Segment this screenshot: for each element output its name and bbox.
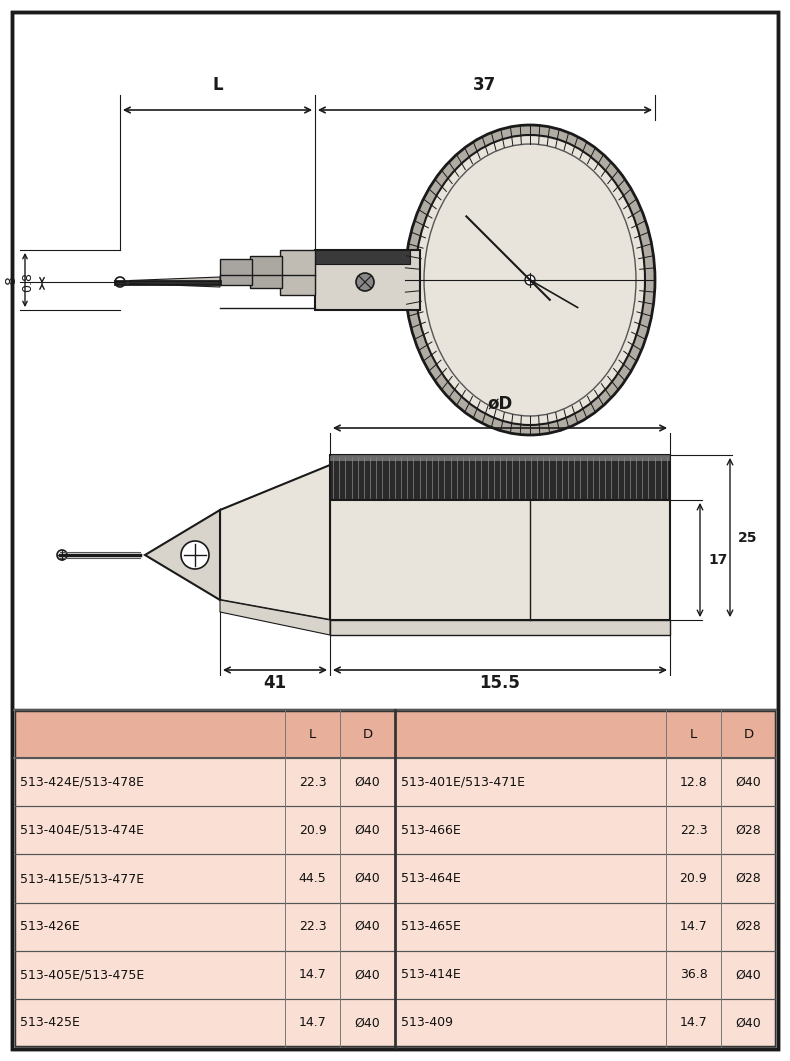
Text: 14.7: 14.7	[679, 1016, 707, 1029]
Text: 513-425E: 513-425E	[20, 1016, 80, 1029]
Text: 513-409: 513-409	[401, 1016, 453, 1029]
Bar	[14, 710, 776, 1047]
Text: Ø40: Ø40	[735, 969, 762, 981]
Bar	[330, 620, 670, 634]
Text: 513-414E: 513-414E	[401, 969, 461, 981]
Polygon shape	[130, 277, 220, 286]
Text: Ø40: Ø40	[355, 920, 380, 933]
Text: Ø40: Ø40	[355, 969, 380, 981]
Text: 513-405E/513-475E: 513-405E/513-475E	[20, 969, 145, 981]
Text: Ø40: Ø40	[355, 823, 380, 837]
Bar	[14, 759, 395, 806]
Text: 14.7: 14.7	[299, 1016, 326, 1029]
Text: 44.5: 44.5	[299, 872, 326, 885]
Text: Ø40: Ø40	[735, 776, 762, 788]
Text: 513-415E/513-477E: 513-415E/513-477E	[20, 872, 144, 885]
Text: Ø40: Ø40	[355, 776, 380, 788]
Bar	[315, 250, 420, 310]
Text: 22.3: 22.3	[679, 823, 707, 837]
Text: 17: 17	[708, 553, 728, 567]
Text: 8: 8	[4, 276, 18, 284]
Text: 0.8: 0.8	[21, 272, 35, 292]
Bar	[250, 256, 282, 288]
Bar	[14, 854, 395, 903]
Bar	[14, 903, 395, 951]
Bar	[395, 951, 776, 998]
Text: 513-401E/513-471E: 513-401E/513-471E	[401, 776, 525, 788]
Text: Ø40: Ø40	[355, 872, 380, 885]
Text: 36.8: 36.8	[679, 969, 707, 981]
Text: 20.9: 20.9	[679, 872, 707, 885]
Text: 513-465E: 513-465E	[401, 920, 461, 933]
Text: 513-426E: 513-426E	[20, 920, 80, 933]
Text: Ø28: Ø28	[735, 920, 762, 933]
Text: 37: 37	[473, 76, 497, 94]
Text: 15.5: 15.5	[480, 674, 521, 692]
Text: 22.3: 22.3	[299, 920, 326, 933]
Text: 20.9: 20.9	[299, 823, 326, 837]
Bar	[330, 500, 670, 620]
Ellipse shape	[405, 125, 655, 435]
Text: L: L	[690, 728, 697, 741]
Text: Ø28: Ø28	[735, 823, 762, 837]
Text: L: L	[309, 728, 316, 741]
Text: 513-424E/513-478E: 513-424E/513-478E	[20, 776, 144, 788]
Bar	[395, 998, 776, 1047]
Text: 513-404E/513-474E: 513-404E/513-474E	[20, 823, 144, 837]
Text: 12.8: 12.8	[679, 776, 707, 788]
Text: 14.7: 14.7	[679, 920, 707, 933]
Text: D: D	[743, 728, 754, 741]
Bar	[395, 903, 776, 951]
Text: øD: øD	[487, 394, 513, 412]
Text: Ø40: Ø40	[355, 1016, 380, 1029]
Ellipse shape	[415, 135, 645, 425]
Text: 22.3: 22.3	[299, 776, 326, 788]
Circle shape	[181, 541, 209, 569]
Text: 14.7: 14.7	[299, 969, 326, 981]
Text: 513-464E: 513-464E	[401, 872, 461, 885]
Text: Ø40: Ø40	[735, 1016, 762, 1029]
Polygon shape	[220, 465, 330, 620]
Text: L: L	[213, 76, 223, 94]
Bar	[395, 806, 776, 854]
Circle shape	[57, 550, 67, 560]
Text: 25: 25	[738, 530, 758, 544]
Bar	[220, 259, 252, 285]
Bar	[280, 250, 315, 295]
Circle shape	[356, 273, 374, 291]
Bar	[395, 854, 776, 903]
Bar	[14, 710, 395, 759]
Text: Ø28: Ø28	[735, 872, 762, 885]
Polygon shape	[145, 510, 220, 601]
Bar	[315, 250, 410, 264]
Text: 41: 41	[263, 674, 287, 692]
Bar	[395, 710, 776, 759]
Bar	[395, 759, 776, 806]
Text: D: D	[363, 728, 373, 741]
Bar	[330, 455, 670, 460]
Bar	[14, 806, 395, 854]
Bar	[330, 455, 670, 500]
Circle shape	[115, 277, 125, 286]
Text: 513-466E: 513-466E	[401, 823, 461, 837]
Circle shape	[525, 275, 535, 285]
Bar	[14, 998, 395, 1047]
Polygon shape	[220, 601, 330, 634]
Bar	[14, 951, 395, 998]
